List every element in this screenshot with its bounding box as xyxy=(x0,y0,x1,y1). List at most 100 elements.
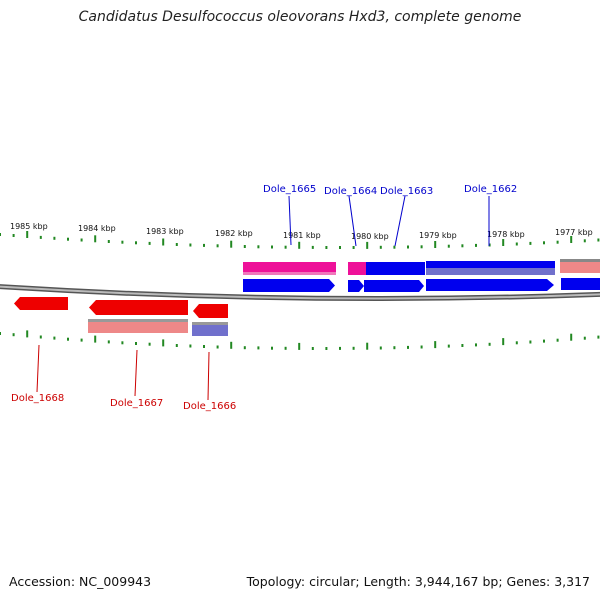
gene-arrow-dole1668[interactable] xyxy=(14,297,68,310)
gene-block-dole1665-outer[interactable] xyxy=(243,262,336,275)
gene-label-dole1665[interactable]: Dole_1665 xyxy=(263,184,316,195)
accession-text: Accession: NC_009943 xyxy=(9,574,152,589)
leader-lines-bottom xyxy=(36,344,210,401)
gene-arrow-dole1663[interactable] xyxy=(364,280,424,292)
scale-tick-bottom-minor xyxy=(257,346,260,350)
scale-tick-top-minor xyxy=(583,239,586,243)
scale-ticks-top xyxy=(0,231,600,249)
scale-tick-bottom-major xyxy=(26,330,29,338)
scale-tick-top-major xyxy=(366,241,369,249)
gene-label-dole1666[interactable]: Dole_1666 xyxy=(183,401,236,412)
scale-tick-top-major xyxy=(162,238,165,246)
scale-tick-bottom-minor xyxy=(67,337,69,341)
scale-tick-bottom-minor xyxy=(121,341,124,345)
scale-tick-top-minor xyxy=(107,240,110,243)
scale-tick-bottom-minor xyxy=(583,336,586,340)
scale-label-1978: 1978 kbp xyxy=(487,230,525,239)
scale-tick-bottom-minor xyxy=(107,340,110,344)
scale-tick-bottom-minor xyxy=(216,345,219,349)
gene-block-dole1662-outer-shade xyxy=(426,268,555,275)
scale-tick-top-minor xyxy=(339,246,341,249)
scale-tick-bottom-minor xyxy=(352,346,355,350)
leader-lines-top xyxy=(288,195,490,247)
scale-tick-top-major xyxy=(434,241,437,248)
gene-arrow-dole1666[interactable] xyxy=(193,304,228,318)
scale-tick-top-minor xyxy=(407,245,409,249)
leader-line-dole1667 xyxy=(134,349,138,397)
scale-tick-top-minor xyxy=(243,245,246,248)
scale-tick-bottom-minor xyxy=(393,346,396,350)
scale-tick-bottom-minor xyxy=(529,340,532,344)
leader-line-dole1664 xyxy=(348,195,357,247)
gene-arrow-dole1664[interactable] xyxy=(348,280,364,292)
scale-tick-bottom-minor xyxy=(407,345,409,349)
scale-tick-top-minor xyxy=(515,242,518,246)
gene-block-dole1666-outer[interactable] xyxy=(192,322,228,336)
scale-tick-bottom-minor xyxy=(461,344,464,347)
scale-labels: 1985 kbp 1984 kbp 1983 kbp 1982 kbp 1981… xyxy=(10,222,593,241)
scale-tick-top-minor xyxy=(53,236,56,240)
gene-label-dole1663[interactable]: Dole_1663 xyxy=(380,186,433,197)
scale-tick-top-minor xyxy=(39,235,42,239)
scale-tick-bottom-minor xyxy=(475,343,477,347)
scale-tick-top-minor xyxy=(216,244,219,248)
scale-tick-bottom-minor xyxy=(447,344,450,348)
scale-tick-top-major xyxy=(298,241,301,249)
scale-tick-bottom-major xyxy=(298,342,301,350)
gene-block-dole1664-outer[interactable] xyxy=(348,262,366,275)
gene-arrow-dole1667[interactable] xyxy=(89,300,188,315)
scale-tick-top-minor xyxy=(148,241,151,245)
scale-tick-bottom-minor xyxy=(325,347,328,350)
genome-backbone-highlight xyxy=(0,285,600,300)
scale-tick-top-minor xyxy=(529,241,532,245)
scale-tick-top-minor xyxy=(311,245,314,249)
page-title: Candidatus Desulfococcus oleovorans Hxd3… xyxy=(78,9,522,25)
scale-tick-top-minor xyxy=(121,240,124,244)
forward-gene-arrows xyxy=(243,278,600,292)
scale-tick-top-minor xyxy=(556,240,559,244)
leader-line-dole1663 xyxy=(394,195,406,247)
outer-forward-track xyxy=(243,259,600,275)
scale-tick-bottom-major xyxy=(570,333,573,341)
scale-tick-top-minor xyxy=(67,237,69,241)
scale-tick-top-minor xyxy=(284,245,287,249)
scale-tick-bottom-minor xyxy=(311,347,314,350)
gene-label-dole1664[interactable]: Dole_1664 xyxy=(324,186,377,197)
scale-tick-top-minor xyxy=(379,245,382,249)
gene-labels-bottom: Dole_1668 Dole_1667 Dole_1666 xyxy=(11,393,236,412)
scale-tick-top-minor xyxy=(257,245,260,249)
scale-tick-bottom-minor xyxy=(12,333,15,337)
scale-label-1982: 1982 kbp xyxy=(215,229,253,238)
scale-tick-top-minor xyxy=(12,234,15,237)
scale-tick-top-minor xyxy=(80,238,83,242)
gene-label-dole1667[interactable]: Dole_1667 xyxy=(110,398,163,409)
scale-tick-bottom-minor xyxy=(175,344,178,347)
scale-tick-bottom-minor xyxy=(0,332,1,335)
scale-label-1983: 1983 kbp xyxy=(146,227,184,236)
scale-label-1980: 1980 kbp xyxy=(351,232,389,241)
leader-line-dole1666 xyxy=(207,351,210,401)
scale-ticks-bottom xyxy=(0,330,600,350)
gene-label-dole1662[interactable]: Dole_1662 xyxy=(464,184,517,195)
scale-tick-bottom-major xyxy=(230,341,233,349)
gene-arrow-dole1665[interactable] xyxy=(243,279,335,292)
scale-label-1981: 1981 kbp xyxy=(283,231,321,240)
gene-block-dole1667-outer[interactable] xyxy=(88,319,188,333)
scale-tick-top-major xyxy=(26,231,29,238)
gene-arrow-edge[interactable] xyxy=(561,278,600,290)
gene-block-edge-outer-shade xyxy=(560,259,600,262)
scale-tick-top-minor xyxy=(393,245,396,249)
gene-arrow-dole1662[interactable] xyxy=(426,279,554,291)
scale-tick-bottom-minor xyxy=(339,346,341,350)
outer-reverse-track xyxy=(88,319,228,336)
scale-tick-bottom-minor xyxy=(148,342,151,346)
gene-block-dole1663-outer[interactable] xyxy=(366,262,425,275)
scale-tick-bottom-minor xyxy=(53,336,56,340)
gene-block-dole1666-outer-shade xyxy=(192,322,228,325)
scale-tick-bottom-minor xyxy=(597,335,600,339)
scale-tick-top-minor xyxy=(175,243,178,246)
scale-tick-bottom-minor xyxy=(515,341,518,345)
gene-block-edge-outer[interactable] xyxy=(560,260,600,273)
gene-label-dole1668[interactable]: Dole_1668 xyxy=(11,393,64,404)
scale-tick-bottom-major xyxy=(162,339,165,347)
